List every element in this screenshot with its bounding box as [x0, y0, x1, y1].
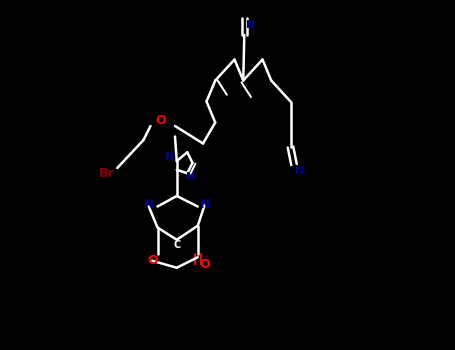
- Text: Br: Br: [99, 167, 115, 180]
- Text: N: N: [186, 172, 195, 182]
- Text: O: O: [147, 254, 157, 267]
- Text: N: N: [144, 198, 154, 211]
- Text: C: C: [173, 240, 180, 250]
- Text: N: N: [246, 20, 255, 29]
- Text: O: O: [199, 258, 210, 271]
- Text: N: N: [295, 167, 304, 176]
- Text: O: O: [156, 114, 167, 127]
- Text: N: N: [165, 153, 174, 162]
- Text: N: N: [200, 198, 210, 211]
